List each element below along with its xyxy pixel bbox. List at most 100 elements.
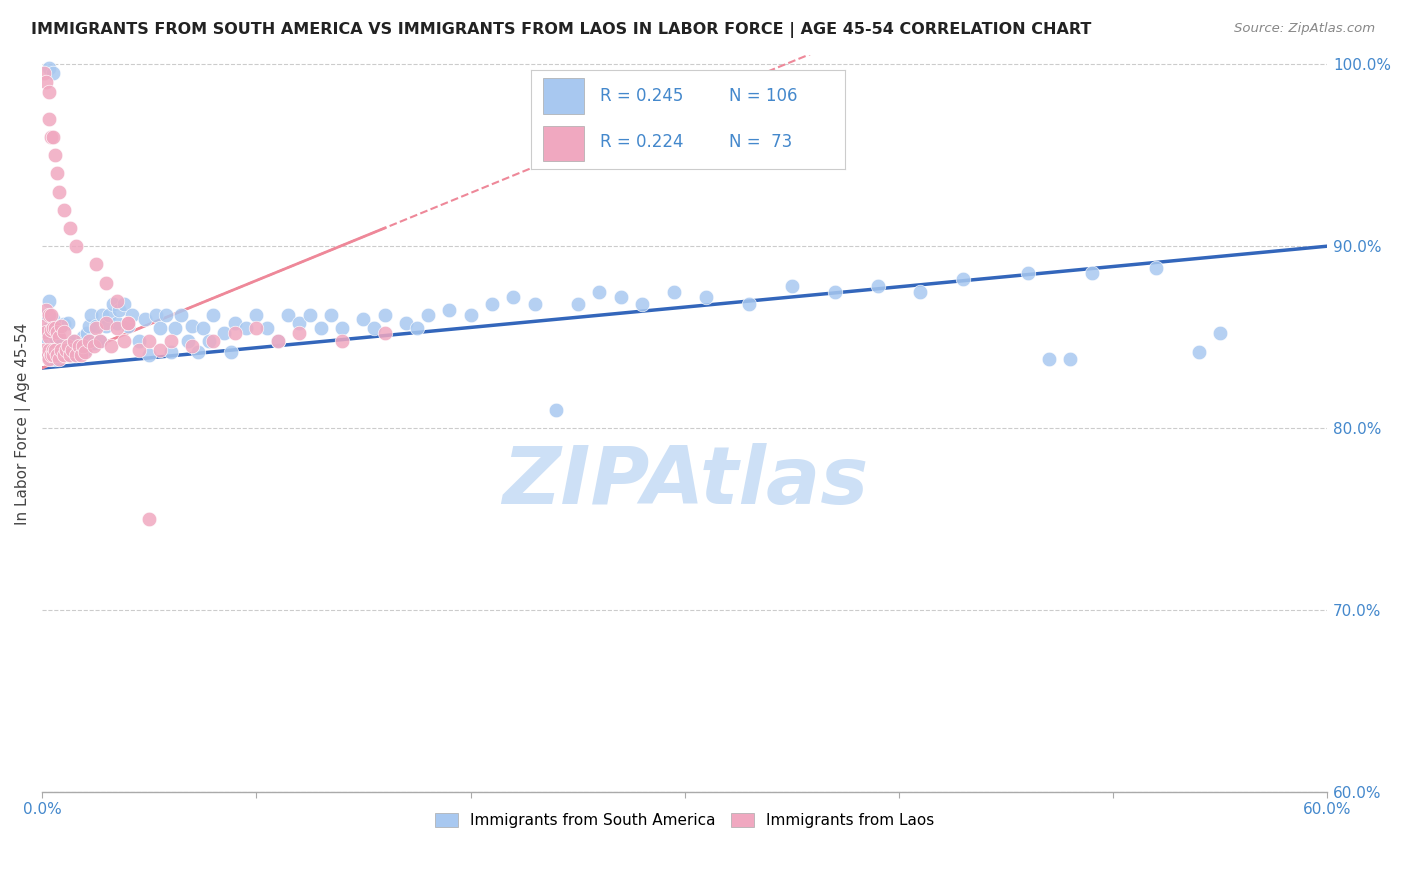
- Point: [170, 308, 193, 322]
- Point: [117, 316, 139, 330]
- Point: [39, 351, 62, 366]
- Point: [38, 85, 60, 99]
- Point: [51, 335, 73, 350]
- Point: [42, 321, 65, 335]
- Point: [202, 308, 225, 322]
- Point: [55, 348, 77, 362]
- Point: [38, 308, 60, 322]
- Point: [100, 339, 122, 353]
- Point: [42, 312, 65, 326]
- Point: [155, 308, 177, 322]
- Point: [46, 319, 69, 334]
- Point: [39, 308, 62, 322]
- Point: [80, 308, 103, 322]
- Point: [73, 343, 96, 357]
- Point: [89, 334, 111, 348]
- Point: [46, 166, 69, 180]
- Point: [481, 297, 503, 311]
- Point: [181, 339, 204, 353]
- Point: [73, 344, 96, 359]
- Point: [42, 130, 65, 145]
- Point: [96, 316, 118, 330]
- Point: [395, 316, 418, 330]
- Point: [67, 341, 90, 355]
- Point: [105, 316, 128, 330]
- Point: [267, 334, 290, 348]
- Point: [177, 334, 200, 348]
- Point: [1059, 351, 1081, 366]
- Point: [65, 239, 87, 253]
- Point: [437, 302, 460, 317]
- Point: [65, 348, 87, 362]
- Point: [277, 308, 299, 322]
- Point: [910, 285, 932, 299]
- Point: [56, 339, 79, 353]
- Point: [35, 325, 58, 339]
- Point: [84, 319, 107, 334]
- Point: [44, 351, 66, 366]
- Text: ZIPAtlas: ZIPAtlas: [502, 443, 868, 522]
- Point: [83, 335, 105, 350]
- Point: [52, 344, 75, 359]
- Point: [105, 293, 128, 308]
- Point: [52, 202, 75, 217]
- Point: [44, 343, 66, 357]
- Point: [138, 334, 160, 348]
- Point: [60, 343, 83, 357]
- Point: [42, 348, 65, 362]
- Point: [59, 348, 82, 362]
- Point: [35, 348, 58, 362]
- Point: [330, 334, 353, 348]
- Point: [145, 308, 167, 322]
- Point: [72, 330, 94, 344]
- Point: [824, 285, 846, 299]
- Point: [321, 308, 343, 322]
- Point: [56, 316, 79, 330]
- Point: [181, 319, 204, 334]
- Point: [38, 330, 60, 344]
- Point: [780, 279, 803, 293]
- Point: [695, 290, 717, 304]
- Point: [46, 343, 69, 357]
- Point: [112, 334, 135, 348]
- Point: [138, 348, 160, 362]
- Point: [48, 348, 70, 362]
- Point: [59, 221, 82, 235]
- Point: [39, 348, 62, 362]
- Point: [117, 316, 139, 330]
- Point: [288, 316, 311, 330]
- Point: [198, 334, 221, 348]
- Point: [38, 112, 60, 126]
- Point: [363, 321, 385, 335]
- Point: [89, 334, 111, 348]
- Point: [374, 326, 396, 341]
- Point: [117, 319, 139, 334]
- Point: [224, 326, 246, 341]
- Point: [546, 403, 568, 417]
- Text: IMMIGRANTS FROM SOUTH AMERICA VS IMMIGRANTS FROM LAOS IN LABOR FORCE | AGE 45-54: IMMIGRANTS FROM SOUTH AMERICA VS IMMIGRA…: [31, 22, 1091, 38]
- Point: [631, 297, 654, 311]
- Point: [35, 330, 58, 344]
- Point: [298, 308, 321, 322]
- Text: Source: ZipAtlas.com: Source: ZipAtlas.com: [1234, 22, 1375, 36]
- Point: [121, 308, 143, 322]
- Point: [44, 321, 66, 335]
- Point: [83, 339, 105, 353]
- Point: [77, 319, 100, 334]
- Point: [256, 321, 278, 335]
- Point: [128, 343, 150, 357]
- Point: [330, 321, 353, 335]
- Point: [1017, 267, 1039, 281]
- Point: [1038, 351, 1060, 366]
- Point: [588, 285, 610, 299]
- Point: [567, 297, 589, 311]
- Point: [65, 348, 87, 362]
- Point: [1081, 267, 1104, 281]
- Point: [84, 321, 107, 335]
- Point: [46, 348, 69, 362]
- Point: [159, 344, 181, 359]
- Point: [39, 130, 62, 145]
- Y-axis label: In Labor Force | Age 45-54: In Labor Force | Age 45-54: [15, 322, 31, 524]
- Point: [38, 293, 60, 308]
- Point: [39, 323, 62, 337]
